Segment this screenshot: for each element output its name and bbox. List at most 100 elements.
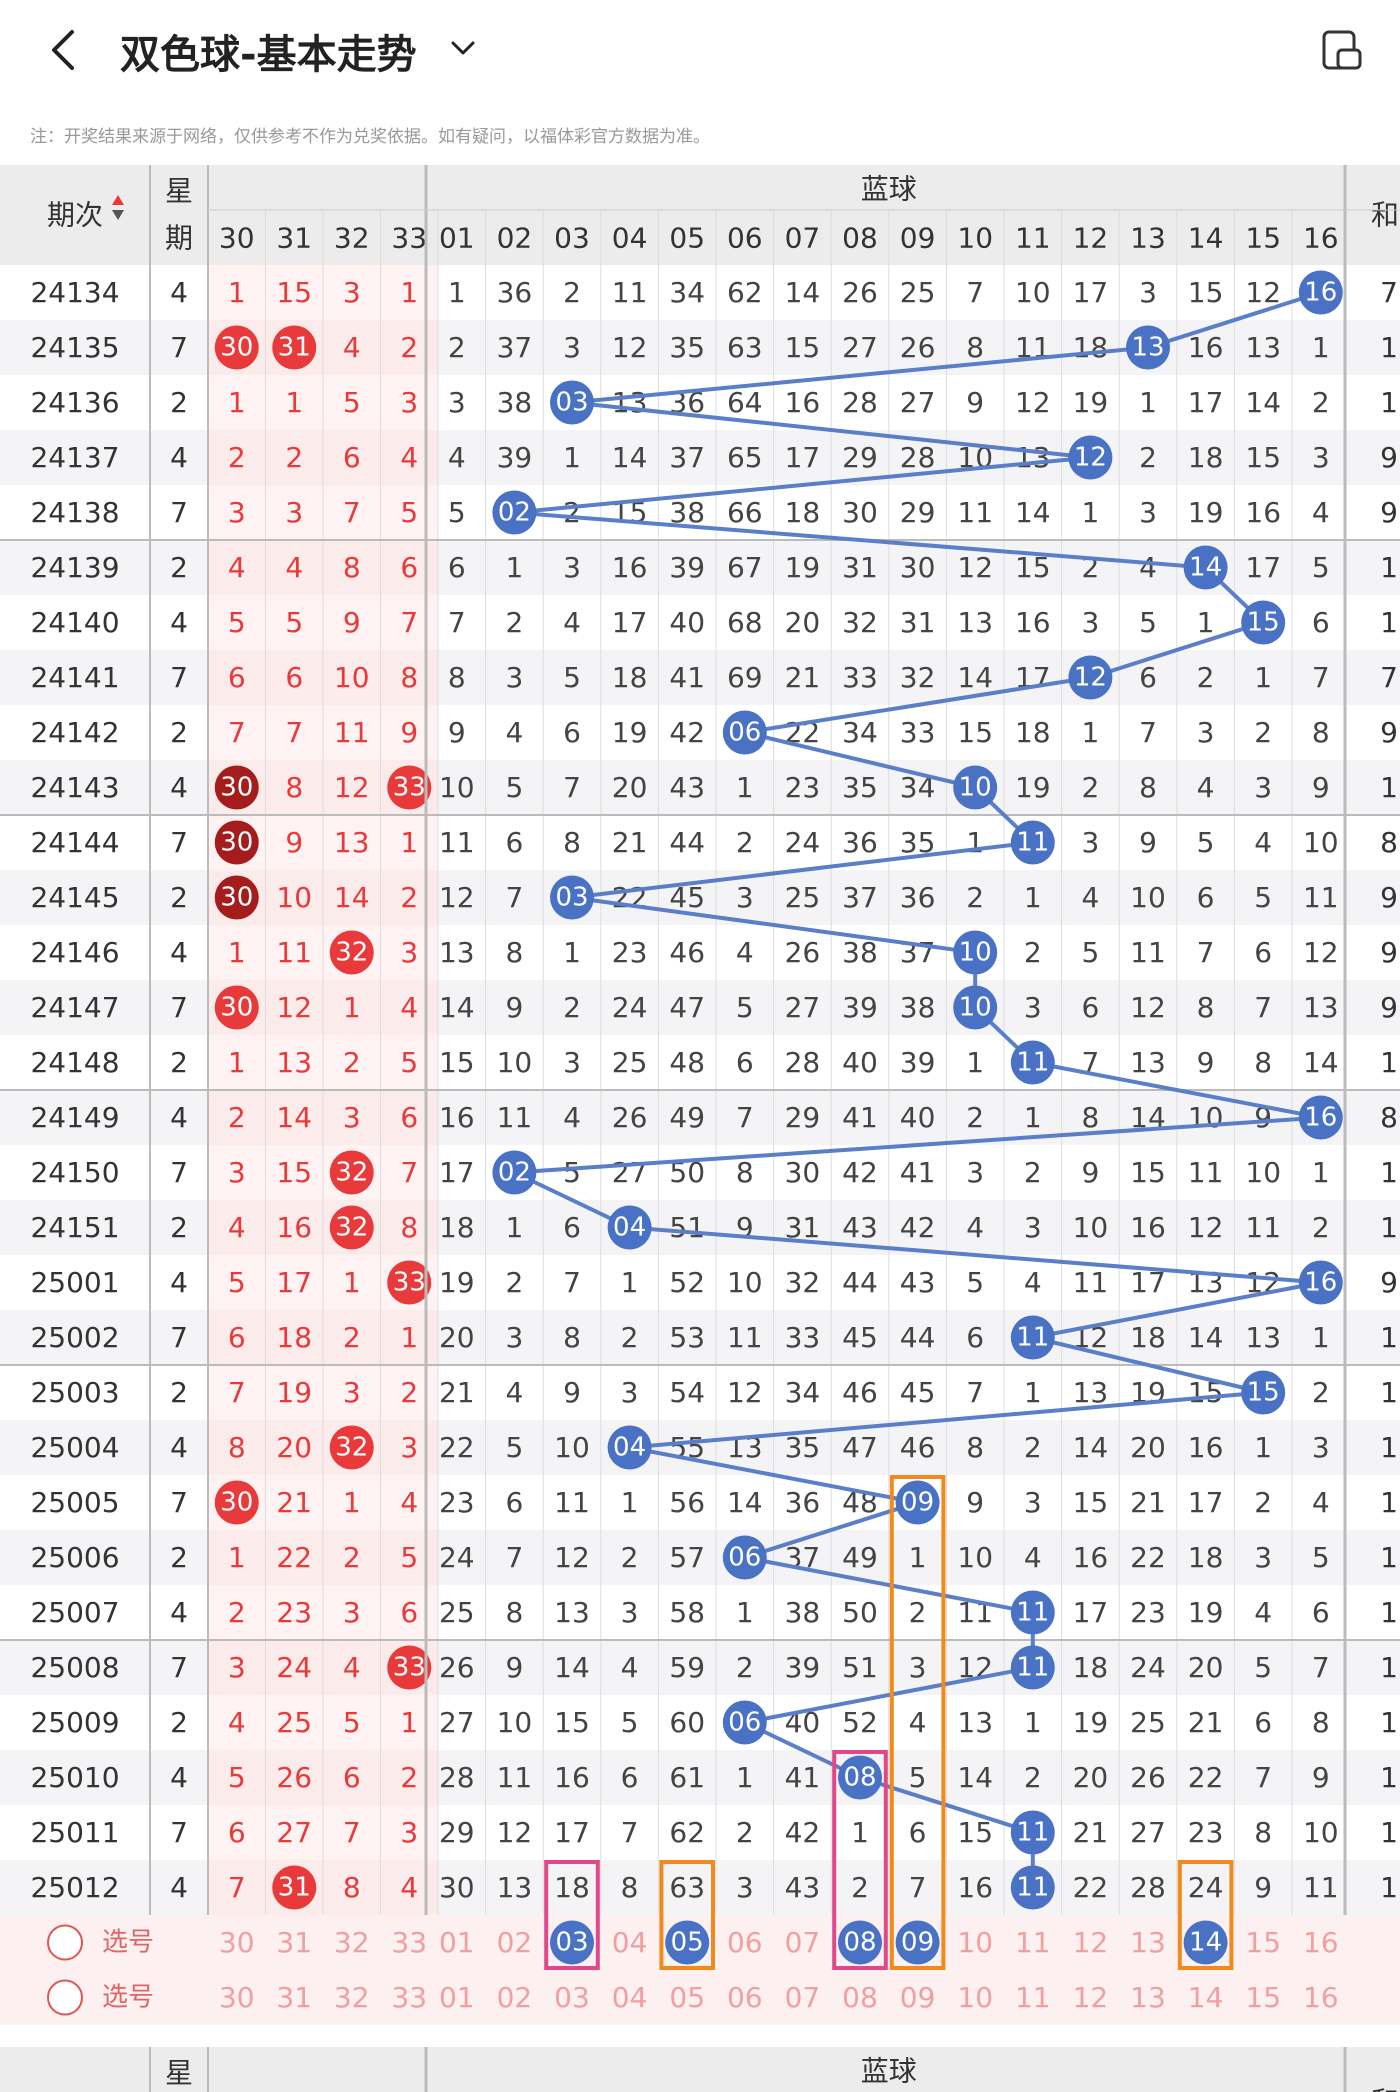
blue-miss-cell: 25 — [439, 1596, 475, 1629]
selected-blue-ball[interactable] — [550, 1920, 594, 1965]
selected-blue-ball[interactable] — [895, 1920, 940, 1965]
blue-miss-cell: 11 — [497, 1761, 533, 1794]
blue-miss-cell: 20 — [439, 1321, 475, 1354]
red-miss-cell: 1 — [285, 386, 303, 419]
red-miss-cell: 1 — [228, 276, 246, 309]
select-red-number: 31 — [276, 1981, 312, 2014]
blue-miss-cell: 27 — [842, 331, 878, 364]
blue-miss-cell: 15 — [957, 716, 993, 749]
blue-miss-cell: 18 — [1073, 1651, 1109, 1684]
selected-blue-ball[interactable] — [838, 1920, 882, 1965]
red-ball — [272, 1865, 317, 1910]
period-cell: 24134 — [30, 276, 119, 309]
footer-week-header-top: 星 — [165, 2057, 193, 2090]
select-red-number: 32 — [334, 1926, 370, 1959]
period-cell: 24148 — [30, 1046, 119, 1079]
blue-miss-cell: 5 — [1312, 1541, 1330, 1574]
blue-miss-cell: 11 — [1245, 1211, 1281, 1244]
selected-blue-ball[interactable] — [1183, 1920, 1228, 1965]
blue-miss-cell: 20 — [1188, 1651, 1224, 1684]
blue-miss-cell: 6 — [1254, 1706, 1272, 1739]
select-radio-icon[interactable] — [47, 1924, 83, 1961]
sum-cell: 1 — [1380, 1596, 1398, 1629]
red-miss-cell: 11 — [334, 716, 370, 749]
blue-miss-cell: 13 — [957, 1706, 993, 1739]
blue-col-header: 05 — [669, 222, 705, 255]
blue-miss-cell: 5 — [563, 1156, 581, 1189]
blue-miss-cell: 21 — [785, 661, 821, 694]
select-radio-icon[interactable] — [47, 1979, 83, 2016]
select-blue-number: 11 — [1015, 1981, 1051, 2014]
blue-miss-cell: 17 — [1245, 551, 1281, 584]
blue-miss-cell: 22 — [1073, 1871, 1109, 1904]
table-row: 24142 2 7 7 11 9 9 4 6 19 42 22 34 33 15 18 1 7 3 2 8 9 — [0, 705, 1400, 760]
red-ball-number: 31 — [278, 333, 311, 363]
blue-ball-number: 15 — [1247, 608, 1280, 638]
table-row: 24143 4 30 8 12 33 10 5 7 20 43 1 23 35 34 19 2 8 4 3 9 1 — [0, 760, 1400, 815]
blue-miss-cell: 20 — [612, 771, 648, 804]
blue-miss-cell: 3 — [563, 551, 581, 584]
blue-miss-cell: 18 — [1188, 441, 1224, 474]
blue-miss-cell: 16 — [785, 386, 821, 419]
select-red-number: 31 — [276, 1926, 312, 1959]
blue-miss-cell: 8 — [563, 1321, 581, 1354]
red-ball-number: 30 — [220, 773, 253, 803]
select-row — [0, 1970, 1400, 2025]
red-miss-cell: 3 — [343, 1596, 361, 1629]
blue-miss-cell: 30 — [439, 1871, 475, 1904]
blue-miss-cell: 2 — [1024, 1761, 1042, 1794]
table-row: 24151 2 4 16 32 8 18 1 6 51 9 31 43 42 4 3 10 16 12 11 2 1 — [0, 1200, 1400, 1255]
blue-ball — [953, 930, 998, 975]
period-cell: 24145 — [30, 881, 119, 914]
blue-miss-cell: 6 — [621, 1761, 639, 1794]
selected-blue-number: 05 — [671, 1928, 704, 1958]
blue-miss-cell: 23 — [1130, 1596, 1166, 1629]
red-miss-cell: 3 — [343, 1376, 361, 1409]
blue-miss-cell: 17 — [1188, 386, 1224, 419]
selected-blue-ball[interactable] — [665, 1920, 710, 1965]
screen-rotate-icon[interactable] — [1320, 28, 1364, 72]
week-cell: 4 — [170, 1761, 188, 1794]
back-chevron-icon[interactable] — [44, 28, 84, 72]
blue-miss-cell: 15 — [1130, 1156, 1166, 1189]
blue-miss-cell: 62 — [669, 1816, 705, 1849]
blue-ball-number: 02 — [498, 498, 531, 528]
blue-miss-cell: 10 — [1130, 881, 1166, 914]
red-miss-cell: 2 — [228, 1596, 246, 1629]
sum-cell: 9 — [1380, 496, 1398, 529]
week-cell: 2 — [170, 1706, 188, 1739]
blue-miss-cell: 14 — [1015, 496, 1051, 529]
chevron-down-icon[interactable] — [448, 36, 478, 60]
red-miss-cell: 1 — [343, 991, 361, 1024]
blue-miss-cell: 8 — [1081, 1101, 1099, 1134]
blue-miss-cell: 44 — [900, 1321, 936, 1354]
blue-ball — [1298, 1260, 1343, 1305]
blue-miss-cell: 4 — [1312, 1486, 1330, 1519]
sum-cell: 1 — [1380, 1376, 1398, 1409]
blue-miss-cell: 3 — [1197, 716, 1215, 749]
select-blue-number: 15 — [1245, 1981, 1281, 2014]
blue-miss-cell: 15 — [785, 331, 821, 364]
red-miss-cell: 13 — [334, 826, 370, 859]
blue-miss-cell: 22 — [439, 1431, 475, 1464]
sort-asc-icon[interactable] — [112, 195, 124, 205]
blue-miss-cell: 43 — [900, 1266, 936, 1299]
select-blue-number: 12 — [1073, 1926, 1109, 1959]
red-ball — [214, 1480, 259, 1525]
sum-cell: 1 — [1380, 1321, 1398, 1354]
blue-miss-cell: 13 — [612, 386, 648, 419]
red-ball — [214, 325, 259, 370]
table-row: 24140 4 5 5 9 7 7 2 4 17 40 68 20 32 31 13 16 3 5 1 6 1 — [0, 595, 1400, 650]
blue-miss-cell: 57 — [669, 1541, 705, 1574]
blue-miss-cell: 16 — [1188, 331, 1224, 364]
selected-blue-number: 14 — [1189, 1928, 1222, 1958]
blue-col-header: 01 — [439, 222, 475, 255]
blue-miss-cell: 12 — [1303, 936, 1339, 969]
blue-miss-cell: 24 — [1130, 1651, 1166, 1684]
sort-desc-icon[interactable] — [112, 210, 124, 220]
table-row: 24134 4 1 15 3 1 1 36 2 11 34 62 14 26 25 7 10 17 3 15 12 7 — [0, 265, 1400, 320]
red-miss-cell: 1 — [400, 276, 418, 309]
red-miss-cell: 7 — [228, 1871, 246, 1904]
sum-col-header: 和 — [1371, 199, 1399, 232]
